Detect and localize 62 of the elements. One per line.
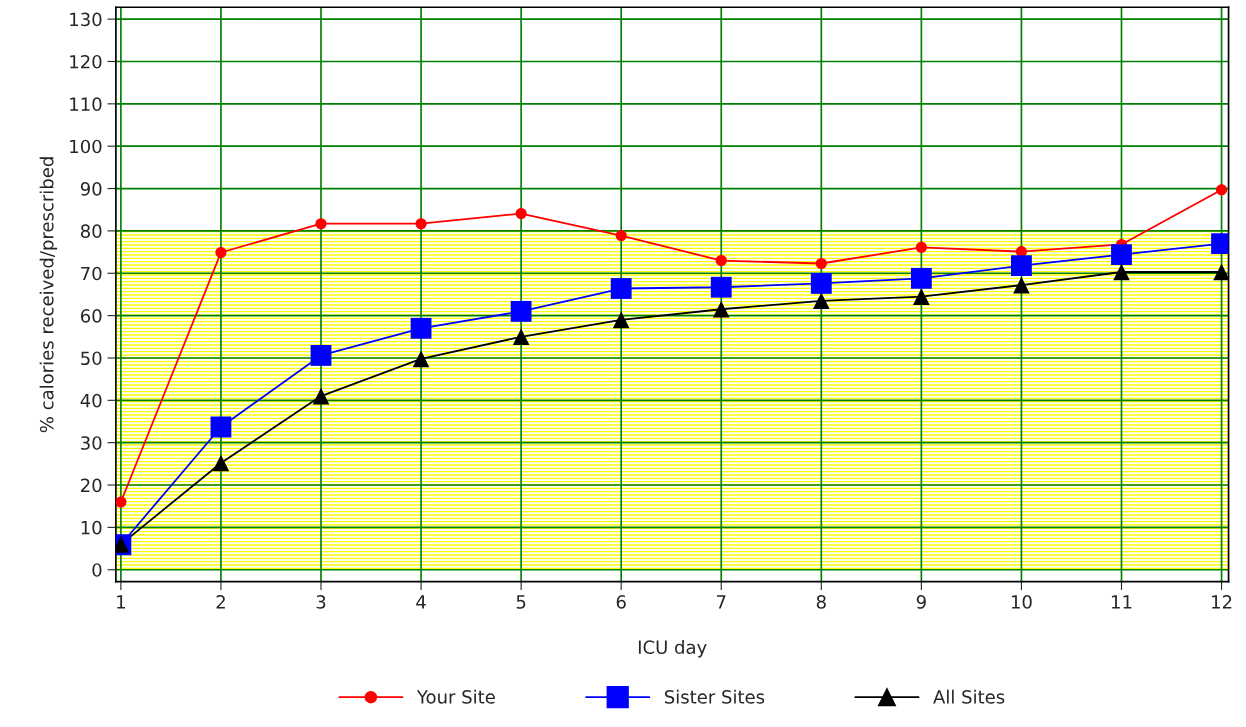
y-tick-label: 80: [80, 224, 102, 239]
x-tick-label: 8: [816, 595, 826, 609]
point: [1013, 276, 1030, 294]
point: [415, 218, 427, 230]
point: [1213, 263, 1229, 281]
point: [1111, 244, 1132, 266]
y-tick-label: 110: [70, 97, 102, 111]
x-tick-label: 6: [616, 595, 626, 609]
y-tick-label: 130: [70, 12, 102, 27]
point: [215, 246, 227, 259]
point: [910, 267, 932, 289]
y-tick-label: 100: [70, 139, 102, 154]
legend-label: Your Site: [416, 689, 495, 704]
point: [710, 276, 732, 298]
point: [612, 311, 630, 329]
point: [115, 496, 127, 508]
point: [712, 300, 730, 318]
x-tick-label: 1: [117, 595, 125, 609]
x-tick-label: 7: [716, 595, 726, 609]
point: [610, 278, 632, 299]
point: [412, 350, 430, 368]
x-tick-label: 3: [316, 595, 326, 609]
x-tick-label: 9: [916, 595, 926, 609]
point: [512, 328, 530, 346]
y-tick-label: 20: [81, 478, 102, 493]
x-tick-label: 2: [216, 595, 225, 609]
point: [310, 345, 332, 366]
y-tick-label: 30: [81, 436, 102, 450]
y-tick-label: 50: [81, 351, 102, 366]
y-tick-label: 70: [81, 266, 102, 281]
point: [1216, 184, 1228, 196]
point: [915, 241, 927, 253]
y-axis-title: % calories received/prescribed: [39, 157, 58, 433]
x-tick-label: 11: [1111, 595, 1132, 609]
point: [812, 292, 830, 310]
y-tick-label: 120: [70, 54, 102, 69]
point: [810, 273, 832, 294]
x-axis-title: ICU day: [638, 640, 707, 658]
x-tick-label: 12: [1212, 595, 1232, 609]
y-tick-label: 10: [81, 520, 102, 535]
point: [315, 218, 327, 230]
point: [515, 207, 527, 220]
y-tick-label: 0: [92, 563, 102, 577]
point: [913, 288, 930, 305]
y-tick-label: 40: [80, 393, 102, 408]
point: [1113, 263, 1130, 281]
point: [210, 416, 232, 438]
point: [410, 317, 432, 339]
y-tick-label: 90: [80, 182, 102, 196]
point: [715, 255, 727, 267]
legend-label: Sister Sites: [664, 689, 765, 704]
point: [510, 300, 532, 322]
point: [1011, 255, 1032, 277]
point: [815, 257, 827, 270]
point: [615, 230, 627, 242]
x-tick-label: 5: [516, 595, 526, 609]
x-tick-label: 4: [416, 595, 426, 609]
y-tick-label: 60: [80, 309, 102, 323]
legend-label: All Sites: [933, 689, 1005, 704]
x-tick-label: 10: [1011, 595, 1032, 609]
point: [212, 454, 230, 472]
point: [312, 387, 330, 405]
